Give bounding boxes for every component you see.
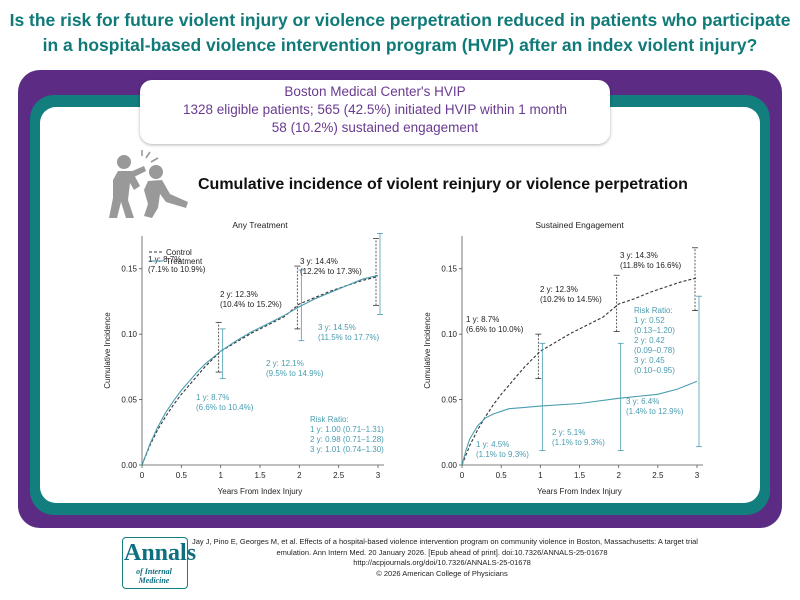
chart-1-x-axis-label: Years From Index Injury: [218, 487, 303, 496]
chart-1-x-tick-label: 3: [376, 471, 381, 480]
chart-1-annotation-3: (12.2% to 17.3%): [300, 267, 362, 276]
chart-1-annotation-1: (7.1% to 10.9%): [148, 265, 206, 274]
chart-1-x-tick-label: 2.5: [333, 471, 345, 480]
chart-2-annotation-4: 3 y: 0.45: [634, 356, 665, 365]
chart-2-annotation-5: 1 y: 4.5%: [476, 440, 509, 449]
chart-2-x-tick-label: 0: [460, 471, 465, 480]
chart-1-y-tick-label: 0.15: [121, 265, 137, 274]
chart-2-treatment-line: [461, 380, 698, 466]
chart-2-x-tick-label: 2.5: [652, 471, 664, 480]
chart-2-annotation-4: (0.13–1.20): [634, 326, 675, 335]
chart-2-annotation-3: (11.8% to 16.6%): [620, 261, 682, 270]
chart-1-annotation-5: (9.5% to 14.9%): [266, 369, 324, 378]
chart-2-annotation-4: 2 y: 0.42: [634, 336, 665, 345]
chart-2-annotation-2: 2 y: 12.3%: [540, 285, 578, 294]
figure-title: Cumulative incidence of violent reinjury…: [198, 176, 688, 193]
chart-2-annotation-7: 3 y: 6.4%: [626, 397, 659, 406]
chart-2-x-tick-label: 0.5: [496, 471, 508, 480]
summary-line-1: Boston Medical Center's HVIP: [284, 84, 466, 99]
headline-line-1: Is the risk for future violent injury or…: [9, 10, 791, 30]
headline-line-2: in a hospital-based violence interventio…: [42, 35, 758, 55]
chart-1-annotation-1: 1 y: 8.7%: [148, 255, 181, 264]
chart-1-y-tick-label: 0.10: [121, 330, 137, 339]
chart-2-x-tick-label: 2: [616, 471, 621, 480]
chart-2-y-tick-label: 0.10: [441, 330, 457, 339]
violence-pictogram-icon: [109, 150, 188, 218]
chart-1-x-tick-label: 2: [297, 471, 302, 480]
citation-line-3: http://acpjournals.org/doi/10.7326/ANNAL…: [353, 558, 531, 567]
chart-2-annotation-7: (1.4% to 12.9%): [626, 407, 684, 416]
chart-2-y-tick-label: 0.15: [441, 265, 457, 274]
chart-2-y-tick-label: 0.05: [441, 396, 457, 405]
journal-logo-subtitle: of Internal Medicine: [136, 567, 172, 585]
chart-1-annotation-2: 2 y: 12.3%: [220, 290, 258, 299]
citation-line-2: emulation. Ann Intern Med. 20 January 20…: [276, 547, 608, 557]
chart-2-annotation-5: (1.1% to 9.3%): [476, 450, 529, 459]
chart-2-annotation-3: 3 y: 14.3%: [620, 251, 658, 260]
citation-line-4: © 2026 American College of Physicians: [376, 568, 508, 578]
journal-logo-name: Annals: [124, 540, 197, 566]
chart-1-x-tick-label: 1: [218, 471, 223, 480]
chart-1-annotation-4: (11.5% to 17.7%): [318, 333, 380, 342]
summary-line-3: 58 (10.2%) sustained engagement: [271, 120, 479, 135]
chart-1-x-tick-label: 0.5: [176, 471, 188, 480]
chart-1-x-tick-label: 1.5: [254, 471, 266, 480]
summary-line-2: 1328 eligible patients; 565 (42.5%) init…: [183, 102, 567, 117]
chart-1-annotation-7: Risk Ratio:: [310, 415, 349, 424]
chart-2-x-axis-label: Years From Index Injury: [537, 487, 622, 496]
headline: Is the risk for future violent injury or…: [0, 8, 800, 58]
chart-1-title: Any Treatment: [232, 220, 288, 230]
chart-1-annotation-2: (10.4% to 15.2%): [220, 300, 282, 309]
chart-1-annotation-3: 3 y: 14.4%: [300, 257, 338, 266]
chart-2-annotation-1: (6.6% to 10.0%): [466, 325, 524, 334]
chart-1-x-tick-label: 0: [140, 471, 145, 480]
chart-2-annotation-1: 1 y: 8.7%: [466, 315, 499, 324]
chart-2-x-tick-label: 1.5: [574, 471, 586, 480]
chart-1-annotation-7: 1 y: 1.00 (0.71–1.31): [310, 425, 384, 434]
chart-1-legend-label-control: Control: [166, 248, 192, 257]
chart-1-control-line: [141, 276, 379, 466]
chart-2-annotation-6: 2 y: 5.1%: [552, 428, 585, 437]
hvip-summary-box: Boston Medical Center's HVIP 1328 eligib…: [140, 80, 610, 144]
chart-1-annotation-5: 2 y: 12.1%: [266, 359, 304, 368]
chart-1-treatment-line: [141, 274, 379, 466]
chart-1-annotation-6: 1 y: 8.7%: [196, 393, 229, 402]
chart-2-y-tick-label: 0.00: [441, 461, 457, 470]
chart-2-annotation-4: Risk Ratio:: [634, 306, 673, 315]
journal-logo: [122, 537, 188, 589]
chart-1-annotation-7: 3 y: 1.01 (0.74–1.30): [310, 445, 384, 454]
chart-2-title: Sustained Engagement: [535, 220, 624, 230]
chart-1-annotation-4: 3 y: 14.5%: [318, 323, 356, 332]
chart-1-annotation-7: 2 y: 0.98 (0.71–1.28): [310, 435, 384, 444]
chart-1-y-tick-label: 0.00: [121, 461, 137, 470]
chart-2-y-axis-label: Cumulative Incidence: [423, 312, 432, 389]
chart-2-annotation-4: 1 y: 0.52: [634, 316, 665, 325]
citation: Jay J, Pino E, Georges M, et al. Effects…: [192, 537, 698, 579]
chart-2-annotation-2: (10.2% to 14.5%): [540, 295, 602, 304]
chart-1-y-tick-label: 0.05: [121, 396, 137, 405]
chart-2-x-tick-label: 1: [538, 471, 543, 480]
chart-2-annotation-4: (0.09–0.78): [634, 346, 675, 355]
chart-2-annotation-4: (0.10–0.95): [634, 366, 675, 375]
chart-1-legend-label-treatment: Treatment: [166, 257, 203, 266]
chart-1-y-axis-label: Cumulative Incidence: [103, 312, 112, 389]
chart-2-annotation-6: (1.1% to 9.3%): [552, 438, 605, 447]
chart-1-annotation-6: (6.6% to 10.4%): [196, 403, 254, 412]
chart-2-x-tick-label: 3: [695, 471, 700, 480]
citation-line-1: Jay J, Pino E, Georges M, et al. Effects…: [192, 537, 698, 546]
